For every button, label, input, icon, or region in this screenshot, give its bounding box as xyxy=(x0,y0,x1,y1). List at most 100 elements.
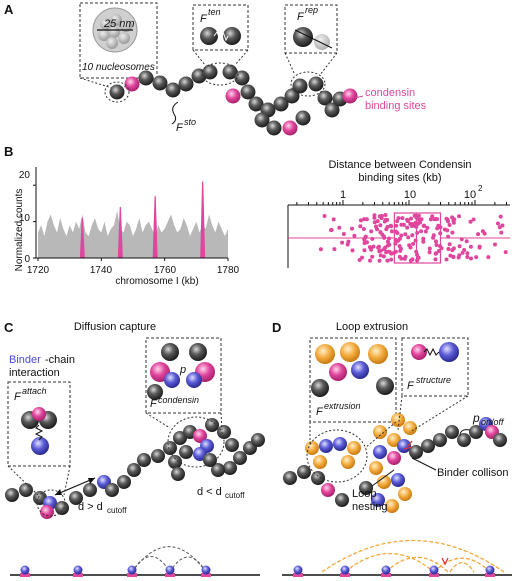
coverage-xlabel: chromosome I (kb) xyxy=(115,276,198,287)
nucleosome-bead xyxy=(211,463,225,477)
distance-point xyxy=(394,223,399,228)
panel-a-label: A xyxy=(4,2,14,17)
track-d xyxy=(282,540,512,577)
nucleosome-bead xyxy=(308,76,324,92)
distance-point xyxy=(425,225,430,230)
extruder-bead xyxy=(313,455,327,469)
track-binding-site xyxy=(340,573,350,577)
nucleosome-bead xyxy=(295,110,311,126)
log-tick-100: 10 xyxy=(464,189,476,201)
nucleosome-bead xyxy=(233,451,247,465)
distance-point xyxy=(376,244,381,249)
track-collision-mark xyxy=(441,557,449,566)
force-attach-sup: attach xyxy=(22,386,47,396)
extruder-bead xyxy=(369,461,383,475)
track-binder xyxy=(485,565,495,575)
distance-point xyxy=(365,240,369,245)
distance-point xyxy=(471,217,476,222)
distance-point xyxy=(384,249,389,254)
loop-nesting-line2: nesting xyxy=(352,501,387,513)
nucleosome-bead xyxy=(359,481,373,495)
track-c xyxy=(10,546,260,577)
distance-point xyxy=(427,246,432,251)
distance-point xyxy=(477,244,482,249)
distance-point xyxy=(480,229,485,234)
distance-title-line2: binding sites (kb) xyxy=(358,172,441,184)
distance-point xyxy=(389,251,394,256)
distance-point xyxy=(465,255,470,259)
distance-point xyxy=(433,257,438,262)
distance-point xyxy=(447,223,452,227)
contact-arc xyxy=(131,556,171,573)
track-binder xyxy=(20,565,30,575)
extruder-bead xyxy=(385,499,399,513)
inset-condensin-force: p F condensin xyxy=(145,337,222,414)
track-binding-site xyxy=(127,573,137,577)
binder-bead xyxy=(319,439,333,453)
distance-point xyxy=(378,230,383,235)
inset-size-label: 25 nm xyxy=(103,18,135,30)
distance-point xyxy=(415,252,420,257)
distance-point xyxy=(444,257,449,262)
nucleosome-bead xyxy=(165,82,181,98)
binder-word: Binder xyxy=(9,354,41,366)
distance-point xyxy=(434,239,438,244)
distance-point xyxy=(421,236,426,241)
track-binding-site xyxy=(293,573,303,577)
distance-point xyxy=(377,258,382,263)
track-binding-site xyxy=(201,573,211,577)
extrusion-arc xyxy=(385,556,449,573)
d-less: d < d xyxy=(197,486,222,498)
condensin-label-line1: condensin xyxy=(365,87,415,99)
force-sto-sup: sto xyxy=(184,117,196,127)
distance-point xyxy=(442,227,447,232)
binder-bead xyxy=(371,493,385,507)
distance-point xyxy=(436,223,441,228)
extrusion-arc xyxy=(344,553,435,573)
nucleosome-bead xyxy=(202,64,218,80)
nucleosome-bead xyxy=(203,453,217,467)
distance-point xyxy=(433,251,438,256)
extruder-bead xyxy=(341,455,355,469)
coverage-chart xyxy=(33,167,229,261)
distance-point xyxy=(322,214,327,218)
nucleosome-bead xyxy=(421,439,435,453)
distance-point xyxy=(363,234,368,239)
distance-point xyxy=(465,251,470,256)
panel-d-label: D xyxy=(272,320,281,335)
distance-point xyxy=(419,229,424,234)
nucleosome-chain-c xyxy=(5,418,265,519)
distance-point xyxy=(405,217,410,222)
distance-point xyxy=(387,236,391,241)
track-binder xyxy=(165,565,175,575)
condensin-peak xyxy=(152,196,158,258)
distance-point xyxy=(476,232,481,237)
nucleosome-bead xyxy=(205,418,219,432)
distance-point xyxy=(371,244,376,249)
extruder-bead xyxy=(347,441,361,455)
inset-structure-force: F structure xyxy=(401,337,469,397)
nucleosome-bead xyxy=(151,449,165,463)
nucleosome-bead xyxy=(225,438,239,452)
distance-point xyxy=(446,234,451,239)
distance-point xyxy=(406,235,411,240)
force-ten-sup: ten xyxy=(208,7,221,17)
force-condensin-symbol: F xyxy=(150,398,158,410)
distance-point xyxy=(378,214,382,219)
distance-point xyxy=(414,215,419,220)
distance-point xyxy=(415,258,420,263)
distance-point xyxy=(362,248,367,253)
condensin-label-line2: binding sites xyxy=(365,100,427,112)
distance-point xyxy=(385,224,390,229)
binder-chain-text: -chain xyxy=(45,354,75,366)
distance-point xyxy=(340,240,345,245)
distance-point xyxy=(412,223,417,228)
nucleosome-bead xyxy=(311,471,325,485)
nucleosome-bead xyxy=(137,453,151,467)
coverage-area xyxy=(38,210,228,258)
track-binding-site xyxy=(485,573,495,577)
nucleosome-bead xyxy=(168,455,182,469)
panel-c-title: Diffusion capture xyxy=(74,321,156,333)
distance-point xyxy=(369,229,374,234)
